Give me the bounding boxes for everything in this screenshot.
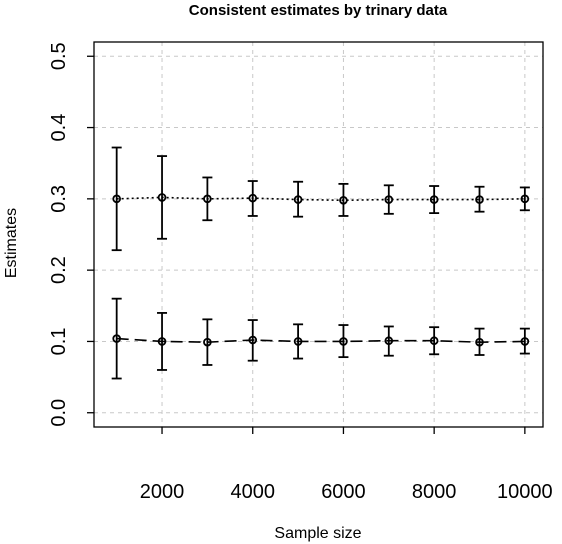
data-point (248, 193, 258, 203)
data-point (429, 195, 439, 204)
y-tick-label: 0.2 (48, 256, 70, 284)
data-point (157, 337, 167, 346)
error-bar (202, 318, 213, 366)
data-point (157, 193, 167, 202)
data-point (339, 195, 348, 205)
error-bar (293, 180, 304, 218)
y-axis-ticks: 0.0 0.1 0.2 0.3 0.4 0.5 (48, 42, 94, 427)
error-bar (519, 327, 530, 355)
error-bar (157, 312, 168, 371)
y-tick-label: 0.4 (48, 114, 70, 142)
data-point (520, 337, 530, 346)
data-point (339, 337, 348, 346)
plot-frame (93, 41, 544, 428)
error-bar (111, 297, 122, 380)
x-axis-label: Sample size (274, 525, 361, 542)
error-bar (293, 323, 304, 360)
y-tick-label: 0.1 (48, 328, 70, 356)
error-bar (247, 180, 258, 217)
error-bars (111, 146, 530, 380)
data-points (112, 193, 530, 347)
data-point (429, 336, 439, 346)
data-point (384, 336, 394, 346)
data-point (112, 194, 121, 204)
data-point (112, 334, 121, 343)
series-0-line (116, 196, 525, 202)
x-axis-ticks: 2000 4000 6000 8000 10000 (140, 427, 553, 503)
y-tick-label: 0.3 (48, 185, 70, 213)
error-bar (157, 155, 168, 240)
chart-title: Consistent estimates by trinary data (189, 2, 448, 19)
y-axis-label: Estimates (3, 208, 20, 278)
data-point (203, 337, 212, 347)
error-bar (338, 324, 349, 359)
x-tick-label: 8000 (412, 481, 457, 503)
x-tick-label: 10000 (497, 481, 553, 503)
y-tick-label: 0.5 (48, 42, 70, 70)
x-tick-label: 6000 (321, 481, 366, 503)
data-point (475, 195, 484, 204)
y-tick-label: 0.0 (48, 399, 70, 427)
error-bar (429, 326, 440, 356)
error-bar (474, 327, 485, 356)
data-point (520, 194, 530, 204)
error-bar (383, 325, 394, 357)
error-bar (474, 185, 485, 213)
error-bar (202, 176, 213, 222)
data-point (475, 337, 484, 347)
error-bar (429, 185, 440, 215)
error-bar (111, 146, 122, 252)
x-tick-label: 2000 (140, 481, 185, 503)
data-point (248, 335, 258, 345)
data-point (203, 194, 212, 204)
series-lines (116, 196, 525, 343)
error-bar (519, 186, 530, 212)
series-1-line (116, 337, 525, 343)
data-point (293, 195, 303, 204)
error-bar (247, 319, 258, 362)
x-tick-label: 4000 (230, 481, 275, 503)
data-point (384, 195, 394, 204)
data-point (293, 337, 303, 346)
error-bar (338, 182, 349, 217)
error-bar (383, 184, 394, 215)
